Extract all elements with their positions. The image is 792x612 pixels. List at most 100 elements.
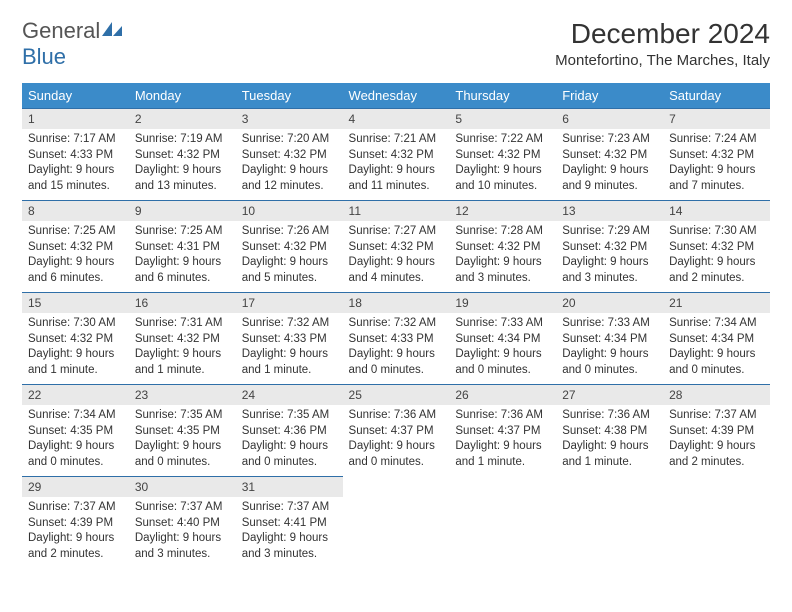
sunrise-line: Sunrise: 7:32 AM <box>349 316 444 332</box>
sunrise-line: Sunrise: 7:37 AM <box>669 408 764 424</box>
day-number: 1 <box>22 108 129 129</box>
daylight-line: Daylight: 9 hours and 0 minutes. <box>349 439 444 470</box>
daylight-line: Daylight: 9 hours and 3 minutes. <box>562 255 657 286</box>
day-number: 15 <box>22 292 129 313</box>
day-number: 23 <box>129 384 236 405</box>
sunset-line: Sunset: 4:33 PM <box>349 332 444 348</box>
sunrise-line: Sunrise: 7:36 AM <box>455 408 550 424</box>
sunrise-line: Sunrise: 7:25 AM <box>28 224 123 240</box>
sunset-line: Sunset: 4:33 PM <box>28 148 123 164</box>
calendar-cell: .. <box>343 476 450 568</box>
calendar-cell: 5Sunrise: 7:22 AMSunset: 4:32 PMDaylight… <box>449 108 556 200</box>
sunset-line: Sunset: 4:32 PM <box>28 240 123 256</box>
calendar-body: 1Sunrise: 7:17 AMSunset: 4:33 PMDaylight… <box>22 108 770 568</box>
calendar-cell: 6Sunrise: 7:23 AMSunset: 4:32 PMDaylight… <box>556 108 663 200</box>
sunrise-line: Sunrise: 7:31 AM <box>135 316 230 332</box>
day-number: 10 <box>236 200 343 221</box>
daylight-line: Daylight: 9 hours and 15 minutes. <box>28 163 123 194</box>
calendar-cell: 30Sunrise: 7:37 AMSunset: 4:40 PMDayligh… <box>129 476 236 568</box>
sunset-line: Sunset: 4:32 PM <box>135 148 230 164</box>
title-block: December 2024 Montefortino, The Marches,… <box>555 18 770 75</box>
day-content: Sunrise: 7:32 AMSunset: 4:33 PMDaylight:… <box>343 313 450 382</box>
calendar-cell: .. <box>449 476 556 568</box>
calendar-cell: 29Sunrise: 7:37 AMSunset: 4:39 PMDayligh… <box>22 476 129 568</box>
calendar-cell: 14Sunrise: 7:30 AMSunset: 4:32 PMDayligh… <box>663 200 770 292</box>
day-content: Sunrise: 7:34 AMSunset: 4:34 PMDaylight:… <box>663 313 770 382</box>
sunset-line: Sunset: 4:32 PM <box>349 148 444 164</box>
sunset-line: Sunset: 4:32 PM <box>669 240 764 256</box>
sunrise-line: Sunrise: 7:21 AM <box>349 132 444 148</box>
calendar-table: SundayMondayTuesdayWednesdayThursdayFrid… <box>22 83 770 568</box>
sail-icon <box>100 20 124 38</box>
calendar-cell: 19Sunrise: 7:33 AMSunset: 4:34 PMDayligh… <box>449 292 556 384</box>
sunrise-line: Sunrise: 7:33 AM <box>562 316 657 332</box>
calendar-cell: 3Sunrise: 7:20 AMSunset: 4:32 PMDaylight… <box>236 108 343 200</box>
daylight-line: Daylight: 9 hours and 2 minutes. <box>669 439 764 470</box>
day-content: Sunrise: 7:29 AMSunset: 4:32 PMDaylight:… <box>556 221 663 290</box>
day-content: Sunrise: 7:28 AMSunset: 4:32 PMDaylight:… <box>449 221 556 290</box>
sunset-line: Sunset: 4:39 PM <box>28 516 123 532</box>
calendar-cell: 12Sunrise: 7:28 AMSunset: 4:32 PMDayligh… <box>449 200 556 292</box>
calendar-cell: 13Sunrise: 7:29 AMSunset: 4:32 PMDayligh… <box>556 200 663 292</box>
sunrise-line: Sunrise: 7:29 AM <box>562 224 657 240</box>
day-content: Sunrise: 7:25 AMSunset: 4:32 PMDaylight:… <box>22 221 129 290</box>
day-number: 6 <box>556 108 663 129</box>
sunset-line: Sunset: 4:31 PM <box>135 240 230 256</box>
daylight-line: Daylight: 9 hours and 1 minute. <box>562 439 657 470</box>
sunrise-line: Sunrise: 7:37 AM <box>28 500 123 516</box>
calendar-cell: 25Sunrise: 7:36 AMSunset: 4:37 PMDayligh… <box>343 384 450 476</box>
calendar-cell: 15Sunrise: 7:30 AMSunset: 4:32 PMDayligh… <box>22 292 129 384</box>
sunset-line: Sunset: 4:32 PM <box>455 240 550 256</box>
sunset-line: Sunset: 4:34 PM <box>455 332 550 348</box>
sunset-line: Sunset: 4:41 PM <box>242 516 337 532</box>
weekday-header-row: SundayMondayTuesdayWednesdayThursdayFrid… <box>22 83 770 108</box>
sunrise-line: Sunrise: 7:35 AM <box>242 408 337 424</box>
sunrise-line: Sunrise: 7:27 AM <box>349 224 444 240</box>
day-number: 20 <box>556 292 663 313</box>
day-content: Sunrise: 7:33 AMSunset: 4:34 PMDaylight:… <box>556 313 663 382</box>
calendar-cell: 1Sunrise: 7:17 AMSunset: 4:33 PMDaylight… <box>22 108 129 200</box>
sunset-line: Sunset: 4:32 PM <box>349 240 444 256</box>
calendar-cell: 9Sunrise: 7:25 AMSunset: 4:31 PMDaylight… <box>129 200 236 292</box>
sunset-line: Sunset: 4:34 PM <box>669 332 764 348</box>
calendar-cell: 27Sunrise: 7:36 AMSunset: 4:38 PMDayligh… <box>556 384 663 476</box>
sunrise-line: Sunrise: 7:26 AM <box>242 224 337 240</box>
calendar-row: 15Sunrise: 7:30 AMSunset: 4:32 PMDayligh… <box>22 292 770 384</box>
sunrise-line: Sunrise: 7:28 AM <box>455 224 550 240</box>
daylight-line: Daylight: 9 hours and 7 minutes. <box>669 163 764 194</box>
sunrise-line: Sunrise: 7:30 AM <box>669 224 764 240</box>
daylight-line: Daylight: 9 hours and 0 minutes. <box>349 347 444 378</box>
calendar-cell: 22Sunrise: 7:34 AMSunset: 4:35 PMDayligh… <box>22 384 129 476</box>
day-number: 16 <box>129 292 236 313</box>
sunrise-line: Sunrise: 7:23 AM <box>562 132 657 148</box>
day-number: 19 <box>449 292 556 313</box>
brand-name-part2: Blue <box>22 44 66 69</box>
daylight-line: Daylight: 9 hours and 6 minutes. <box>135 255 230 286</box>
calendar-cell: 21Sunrise: 7:34 AMSunset: 4:34 PMDayligh… <box>663 292 770 384</box>
calendar-cell: 8Sunrise: 7:25 AMSunset: 4:32 PMDaylight… <box>22 200 129 292</box>
day-number: 13 <box>556 200 663 221</box>
header: General Blue December 2024 Montefortino,… <box>22 18 770 75</box>
day-content: Sunrise: 7:36 AMSunset: 4:37 PMDaylight:… <box>343 405 450 474</box>
sunset-line: Sunset: 4:32 PM <box>135 332 230 348</box>
day-number: 7 <box>663 108 770 129</box>
sunset-line: Sunset: 4:35 PM <box>28 424 123 440</box>
day-content: Sunrise: 7:24 AMSunset: 4:32 PMDaylight:… <box>663 129 770 198</box>
day-number: 14 <box>663 200 770 221</box>
daylight-line: Daylight: 9 hours and 0 minutes. <box>562 347 657 378</box>
sunrise-line: Sunrise: 7:19 AM <box>135 132 230 148</box>
daylight-line: Daylight: 9 hours and 10 minutes. <box>455 163 550 194</box>
day-content: Sunrise: 7:37 AMSunset: 4:40 PMDaylight:… <box>129 497 236 566</box>
sunset-line: Sunset: 4:36 PM <box>242 424 337 440</box>
day-number: 5 <box>449 108 556 129</box>
day-content: Sunrise: 7:22 AMSunset: 4:32 PMDaylight:… <box>449 129 556 198</box>
weekday-header: Thursday <box>449 83 556 108</box>
day-number: 9 <box>129 200 236 221</box>
day-number: 28 <box>663 384 770 405</box>
brand-name: General Blue <box>22 18 124 70</box>
daylight-line: Daylight: 9 hours and 3 minutes. <box>242 531 337 562</box>
sunset-line: Sunset: 4:32 PM <box>28 332 123 348</box>
location-label: Montefortino, The Marches, Italy <box>555 52 770 69</box>
day-content: Sunrise: 7:19 AMSunset: 4:32 PMDaylight:… <box>129 129 236 198</box>
sunrise-line: Sunrise: 7:36 AM <box>562 408 657 424</box>
